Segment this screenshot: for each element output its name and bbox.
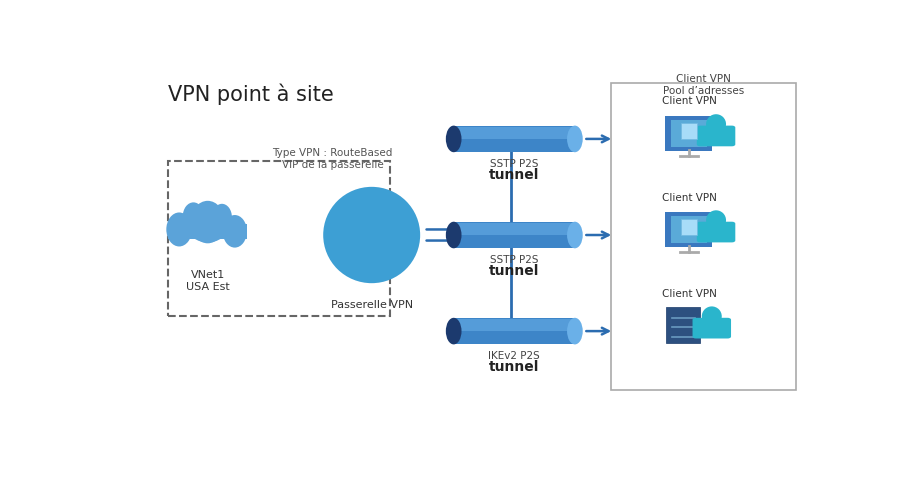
Text: tunnel: tunnel — [489, 264, 539, 278]
FancyBboxPatch shape — [671, 216, 706, 243]
Ellipse shape — [446, 126, 461, 152]
Text: Client VPN: Client VPN — [661, 288, 716, 299]
Ellipse shape — [187, 213, 227, 242]
Text: Client VPN: Client VPN — [661, 96, 716, 107]
Ellipse shape — [705, 114, 725, 134]
Text: Client VPN: Client VPN — [661, 192, 716, 203]
FancyBboxPatch shape — [453, 222, 574, 248]
Text: Client VPN
Pool d’adresses: Client VPN Pool d’adresses — [662, 74, 743, 96]
FancyBboxPatch shape — [692, 318, 731, 338]
Ellipse shape — [701, 306, 721, 326]
FancyBboxPatch shape — [664, 116, 711, 151]
FancyBboxPatch shape — [671, 120, 706, 147]
Ellipse shape — [446, 222, 461, 248]
Ellipse shape — [222, 215, 246, 248]
FancyBboxPatch shape — [453, 318, 574, 345]
FancyBboxPatch shape — [453, 223, 574, 235]
Text: tunnel: tunnel — [489, 360, 539, 374]
Ellipse shape — [211, 204, 232, 231]
Text: SSTP P2S: SSTP P2S — [490, 159, 538, 169]
Text: VNet1
USA Est: VNet1 USA Est — [186, 270, 230, 292]
Ellipse shape — [566, 126, 582, 152]
Text: IKEv2 P2S: IKEv2 P2S — [488, 351, 539, 361]
FancyBboxPatch shape — [696, 222, 734, 242]
FancyBboxPatch shape — [453, 127, 574, 139]
Text: Passerelle VPN: Passerelle VPN — [330, 300, 413, 310]
Ellipse shape — [446, 318, 461, 345]
FancyBboxPatch shape — [453, 126, 574, 152]
Ellipse shape — [566, 222, 582, 248]
Ellipse shape — [190, 201, 224, 243]
Text: SSTP P2S: SSTP P2S — [490, 255, 538, 265]
FancyBboxPatch shape — [680, 123, 696, 139]
Text: Type VPN : RouteBased
VIP de la passerelle: Type VPN : RouteBased VIP de la passerel… — [272, 148, 392, 170]
FancyBboxPatch shape — [665, 307, 699, 343]
FancyBboxPatch shape — [664, 212, 711, 247]
Ellipse shape — [323, 187, 420, 283]
Ellipse shape — [705, 210, 725, 230]
FancyBboxPatch shape — [453, 319, 574, 331]
Ellipse shape — [566, 318, 582, 345]
Ellipse shape — [183, 203, 204, 231]
FancyBboxPatch shape — [680, 219, 696, 235]
FancyBboxPatch shape — [168, 224, 246, 239]
Text: VPN point à site: VPN point à site — [167, 84, 333, 105]
FancyBboxPatch shape — [696, 126, 734, 146]
Ellipse shape — [166, 213, 192, 246]
FancyBboxPatch shape — [610, 84, 795, 390]
Text: tunnel: tunnel — [489, 168, 539, 182]
